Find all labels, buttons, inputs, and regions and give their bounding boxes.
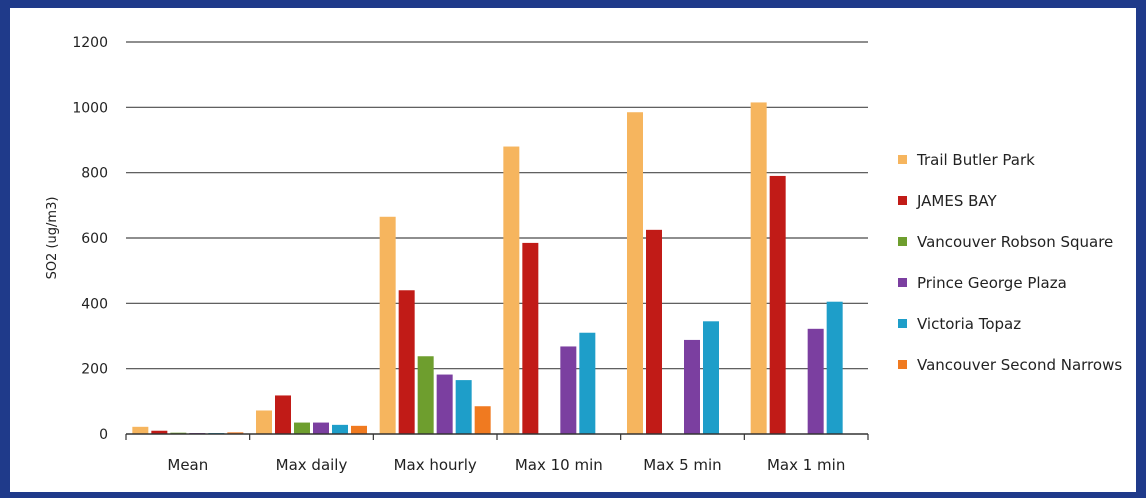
bar: [294, 422, 310, 434]
bar: [151, 430, 168, 434]
x-category-label: Mean: [167, 456, 208, 474]
x-category-label: Max daily: [276, 456, 348, 474]
legend-label: Vancouver Robson Square: [917, 233, 1113, 251]
legend-label: Prince George Plaza: [917, 274, 1067, 292]
bar: [560, 346, 577, 434]
bars: [132, 102, 843, 435]
legend-label: JAMES BAY: [916, 192, 998, 210]
bar: [455, 380, 472, 434]
bar: [351, 425, 367, 434]
bar: [503, 146, 520, 435]
bar: [826, 301, 843, 434]
bar: [398, 290, 415, 434]
y-tick-label: 800: [81, 166, 108, 182]
bar: [750, 102, 767, 434]
bar: [379, 216, 396, 434]
bar: [684, 339, 700, 434]
legend-swatch: [898, 278, 907, 287]
legend-swatch: [898, 196, 907, 205]
legend-label: Victoria Topaz: [917, 315, 1021, 333]
bar: [132, 426, 149, 434]
y-tick-label: 1000: [72, 100, 108, 116]
bar: [579, 332, 596, 434]
legend: Trail Butler Park JAMES BAY Vancouver Robs…: [898, 151, 1122, 374]
bar: [275, 395, 291, 434]
x-category-label: Max 10 min: [515, 456, 603, 474]
legend-label: Trail Butler Park: [916, 151, 1035, 169]
y-tick-label: 600: [81, 231, 108, 247]
gridlines: [126, 41, 868, 370]
bar: [627, 112, 643, 434]
legend-swatch: [898, 155, 907, 164]
bar: [332, 424, 348, 434]
bar: [646, 229, 662, 434]
legend-swatch: [898, 319, 907, 328]
legend-label: Vancouver Second Narrows: [917, 356, 1122, 374]
y-axis-ticks: 0 200 400 600 800 1000 1200: [72, 35, 108, 443]
bar: [769, 175, 786, 434]
x-axis-categories: Mean Max daily Max hourly Max 10 min Max 5 m…: [125, 434, 869, 474]
y-tick-label: 0: [99, 427, 108, 443]
bar: [436, 374, 453, 434]
legend-swatch: [898, 237, 907, 246]
x-category-label: Max 5 min: [643, 456, 721, 474]
y-axis-label: SO2 (ug/m3): [45, 197, 60, 280]
bar: [313, 422, 329, 434]
legend-swatch: [898, 360, 907, 369]
x-category-label: Max hourly: [394, 456, 477, 474]
bar: [703, 321, 719, 434]
bar: [474, 406, 491, 434]
y-tick-label: 1200: [72, 35, 108, 51]
bar: [522, 242, 539, 434]
bar: [227, 432, 244, 434]
bar: [417, 356, 434, 434]
x-category-label: Max 1 min: [767, 456, 845, 474]
y-tick-label: 200: [81, 362, 108, 378]
bar: [807, 328, 824, 434]
bar: [256, 410, 272, 434]
y-tick-label: 400: [81, 296, 108, 312]
